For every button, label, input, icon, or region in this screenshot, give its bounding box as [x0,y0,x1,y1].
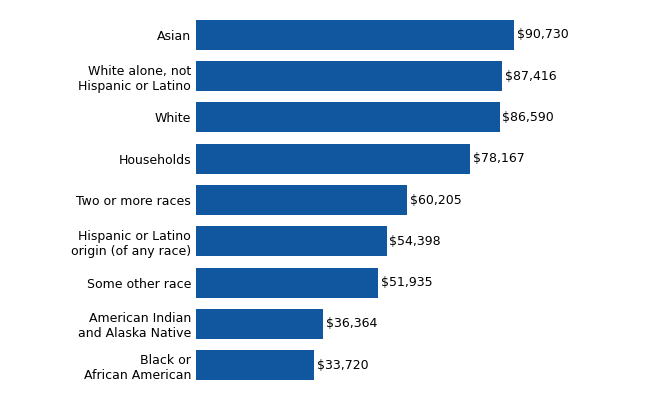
Text: $90,730: $90,730 [517,28,569,41]
Text: $87,416: $87,416 [505,70,557,82]
Text: $54,398: $54,398 [389,235,441,248]
Text: $60,205: $60,205 [410,194,462,206]
Text: $78,167: $78,167 [473,152,524,165]
Bar [196,61,502,91]
Bar [196,185,407,215]
Bar [196,268,378,298]
Bar [196,102,500,132]
Bar [196,226,387,256]
Bar [196,144,470,174]
Text: $33,720: $33,720 [317,359,368,372]
Text: $51,935: $51,935 [381,276,432,289]
Bar [196,350,314,380]
Bar [196,20,514,50]
Text: $86,590: $86,590 [502,111,554,124]
Bar [196,309,323,339]
Text: $36,364: $36,364 [326,318,377,330]
